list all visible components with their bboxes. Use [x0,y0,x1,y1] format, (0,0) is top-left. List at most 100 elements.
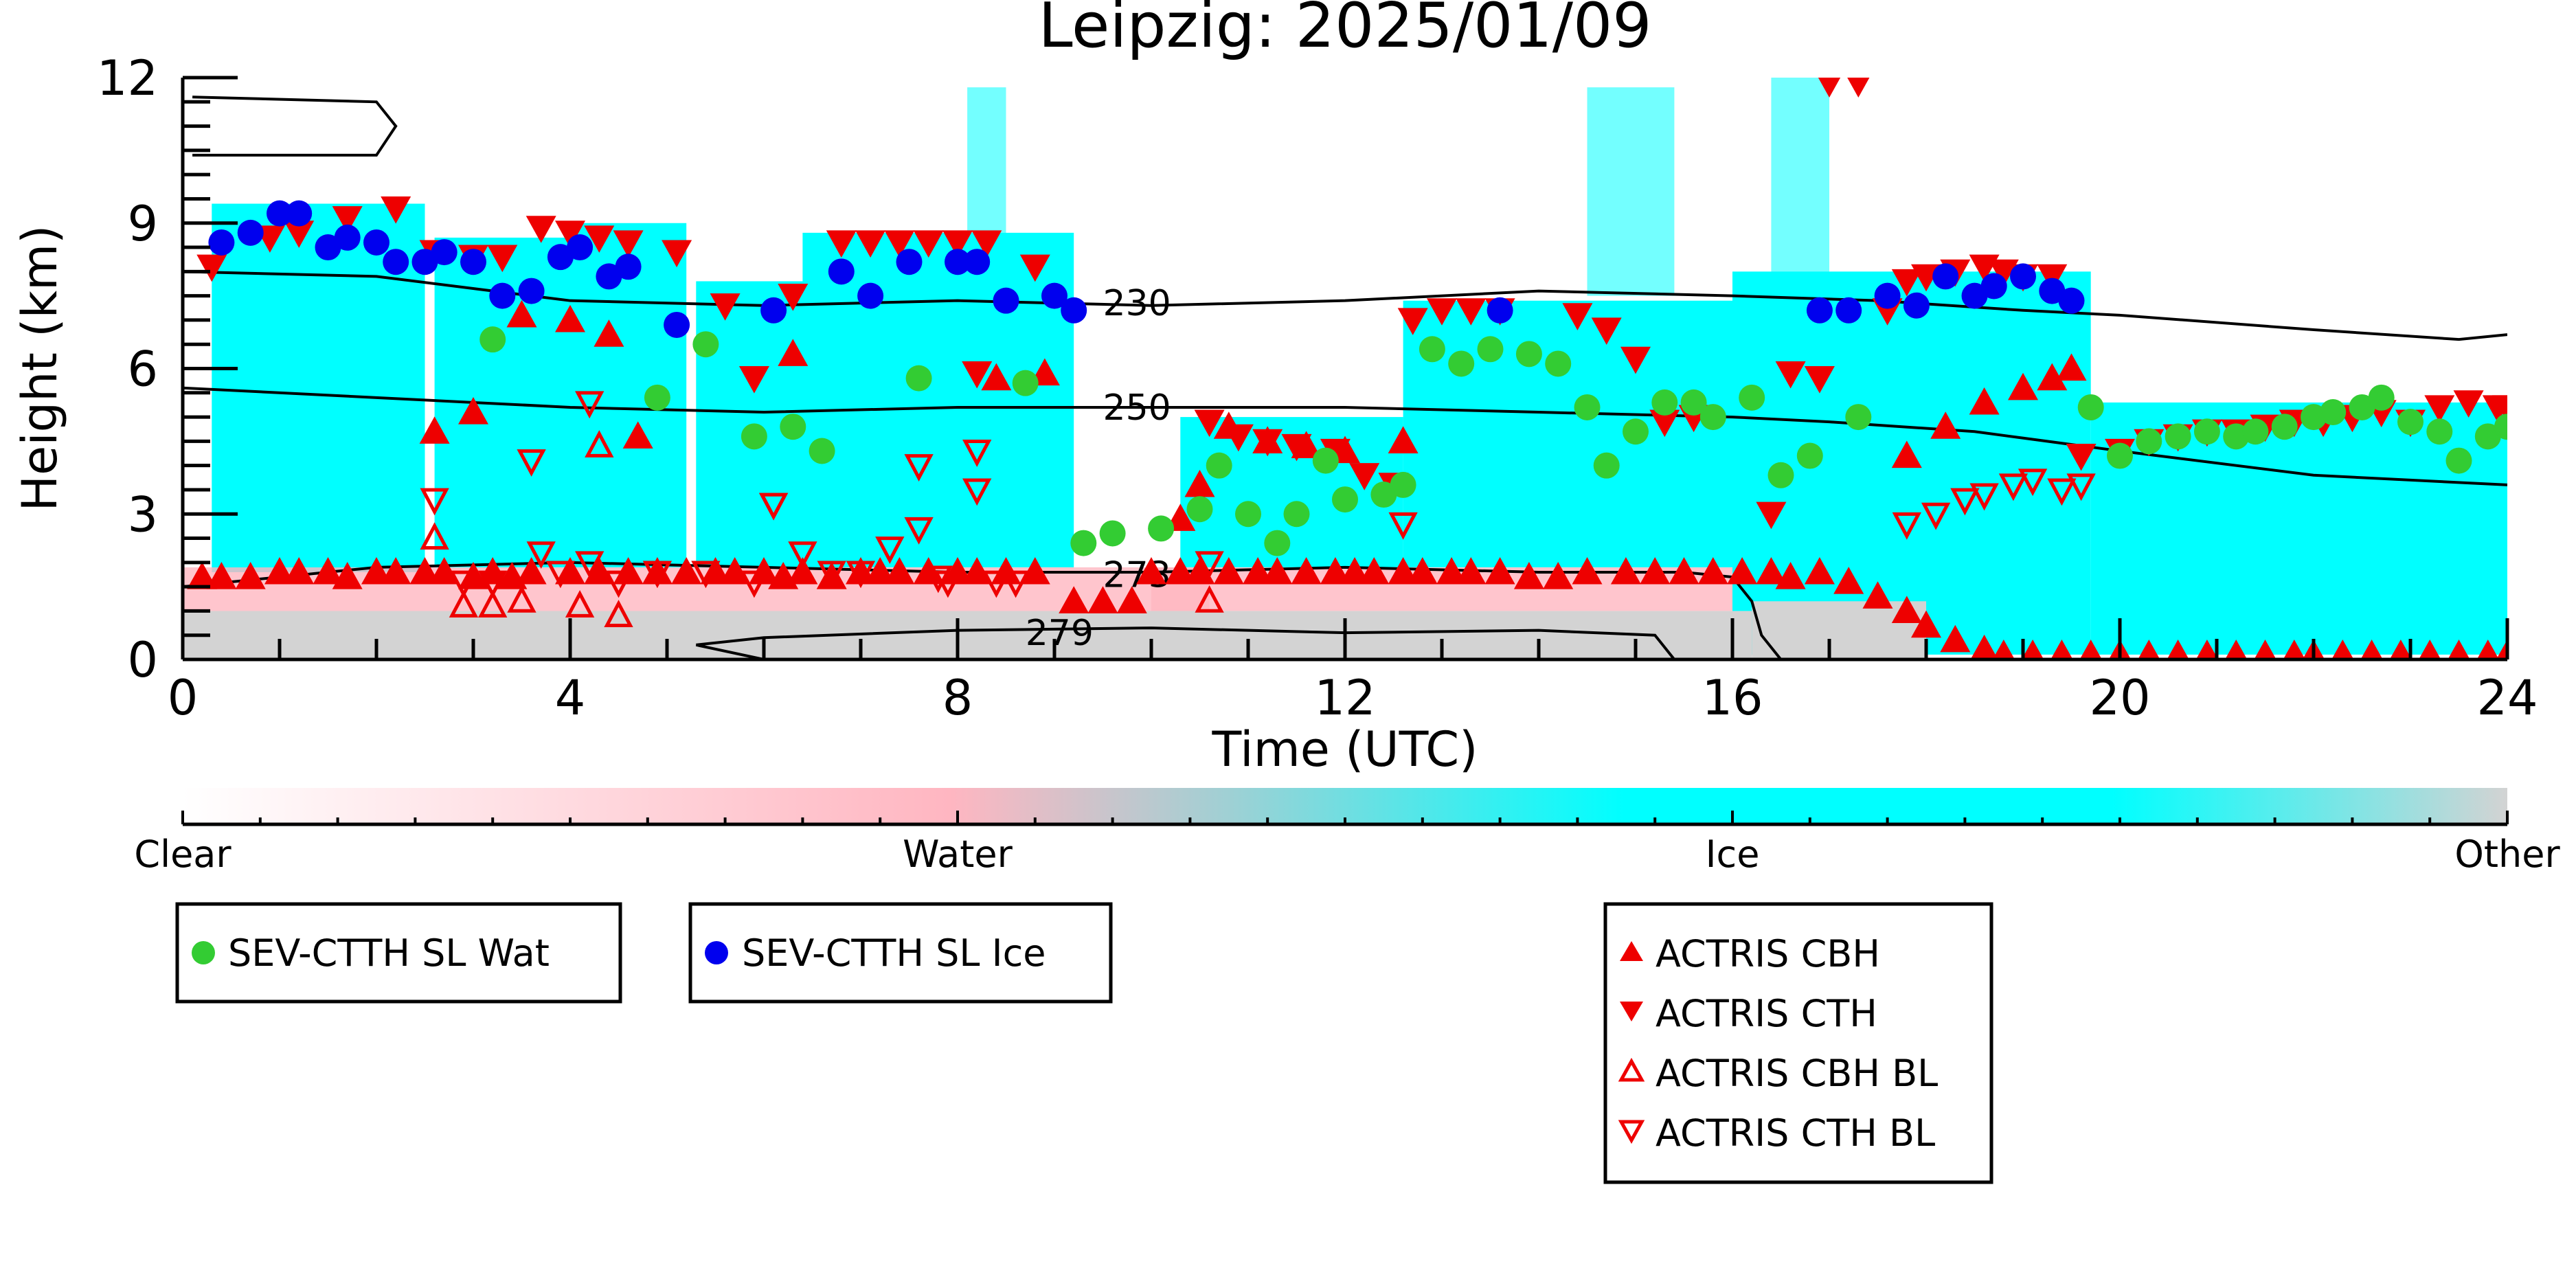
point-actris-cth-bl [962,439,992,467]
point-actris-cth [826,230,857,258]
point-actris-cbh [1407,556,1438,585]
point-actris-cth-bl [2018,468,2048,497]
contour-label: 230 [1103,283,1171,324]
point-actris-cbh [594,319,624,347]
point-sev-ctth-sl-wat [1515,341,1542,368]
point-sev-ctth-sl-ice [857,282,884,309]
point-sev-ctth-sl-wat [1332,486,1358,513]
point-actris-cbh [2079,639,2102,659]
point-sev-ctth-sl-ice [334,224,361,251]
point-actris-cbh [2021,639,2044,659]
colorbar-label-clear: Clear [134,833,231,876]
point-actris-cbh [1930,411,1961,439]
point-actris-cth [381,196,411,224]
point-sev-ctth-sl-ice [664,311,690,338]
point-actris-cth-bl [517,449,546,477]
point-actris-cbh [2360,639,2383,659]
point-actris-cbh-bl [420,522,449,550]
point-actris-cbh-bl [1195,585,1224,613]
point-actris-cth [738,366,769,394]
point-actris-cbh [1862,581,1893,609]
x-tick-label: 12 [1314,670,1375,726]
point-actris-cbh-bl [604,600,633,627]
point-sev-ctth-sl-wat [905,365,932,392]
point-actris-cth [1620,346,1651,374]
y-tick-label: 3 [127,486,158,543]
point-actris-cbh [1513,562,1544,589]
contour-line [183,270,2507,341]
point-actris-cth-bl [962,478,992,506]
point-actris-cbh [2389,639,2413,659]
point-actris-cbh [981,363,1012,391]
point-sev-ctth-sl-wat [1235,501,1261,528]
point-actris-cth [526,216,556,243]
point-actris-cth [196,254,227,282]
point-actris-cbh [1388,556,1419,585]
contour-line [192,95,398,157]
point-actris-cth [1891,269,1922,297]
point-actris-cbh [2195,639,2219,659]
legend-label: ACTRIS CTH [1656,992,1877,1035]
point-sev-ctth-sl-ice [1932,263,1959,290]
point-sev-ctth-sl-wat [1767,462,1794,488]
point-sev-ctth-sl-wat [1264,530,1291,556]
point-actris-cth [1281,433,1312,462]
classification-background [183,78,2507,659]
point-sev-ctth-sl-wat [1148,515,1175,542]
point-actris-cth-bl [691,561,721,589]
point-actris-cth [1804,366,1835,394]
point-sev-ctth-sl-ice [1835,297,1862,324]
point-actris-cth [1252,429,1283,457]
x-ticks: 0 4 8 12 16 20 24 [168,618,2538,726]
legend-frame [1603,902,1993,1184]
point-sev-ctth-sl-ice [828,258,855,285]
point-sev-ctth-sl-ice [411,249,438,275]
legend-marker-cth-bl [1618,1120,1645,1144]
point-actris-cbh [1165,556,1196,585]
point-actris-cbh [1610,556,1641,585]
point-sev-ctth-sl-wat [2349,394,2375,420]
x-tick-label: 16 [1702,670,1763,726]
legend-label: SEV-CTTH SL Wat [228,931,550,975]
legend-frame [688,902,1113,1004]
point-sev-ctth-sl-wat [2474,423,2501,450]
point-sev-ctth-sl-ice [286,200,313,227]
point-actris-cbh [1891,440,1922,468]
colorbar-label-other: Other [2454,833,2560,876]
point-sev-ctth-sl-wat [2242,418,2269,445]
point-actris-cth [778,284,809,311]
point-actris-cth-bl [788,541,817,569]
point-sev-ctth-sl-ice [993,287,1019,314]
point-sev-ctth-sl-ice [431,239,457,266]
point-actris-cbh [1669,556,1699,585]
x-axis-label: Time (UTC) [1212,721,1478,778]
point-actris-cbh [1833,567,1864,594]
legend-frame [175,902,622,1004]
legend-sev-wat: SEV-CTTH SL Wat [175,902,622,1004]
point-sev-ctth-sl-ice [567,234,594,261]
point-actris-cbh-bl [565,590,595,618]
point-sev-ctth-sl-wat [780,414,806,440]
point-actris-cbh [1543,562,1574,589]
point-sev-ctth-sl-ice [1061,297,1087,324]
point-sev-ctth-sl-wat [1419,336,1445,363]
point-sev-ctth-sl-wat [741,423,767,450]
point-actris-cth [2066,443,2097,471]
point-actris-cbh [1291,556,1322,585]
point-sev-ctth-sl-wat [1574,394,1601,420]
point-sev-ctth-sl-wat [1796,442,1823,469]
point-actris-cbh [235,562,266,589]
ice-region [1403,300,1752,567]
point-actris-cth [1756,501,1787,530]
point-sev-ctth-sl-ice [2039,278,2066,304]
point-actris-cbh [622,421,653,449]
point-actris-cbh [719,556,750,585]
point-actris-cbh [2225,639,2248,659]
point-sev-ctth-sl-wat [1623,418,1649,445]
point-actris-cth [913,230,944,258]
point-actris-cbh [884,556,915,585]
point-sev-ctth-sl-ice [267,200,293,227]
point-actris-cbh [2254,639,2276,659]
point-actris-cth-bl [1998,473,2029,501]
point-actris-cbh [1940,624,1971,653]
